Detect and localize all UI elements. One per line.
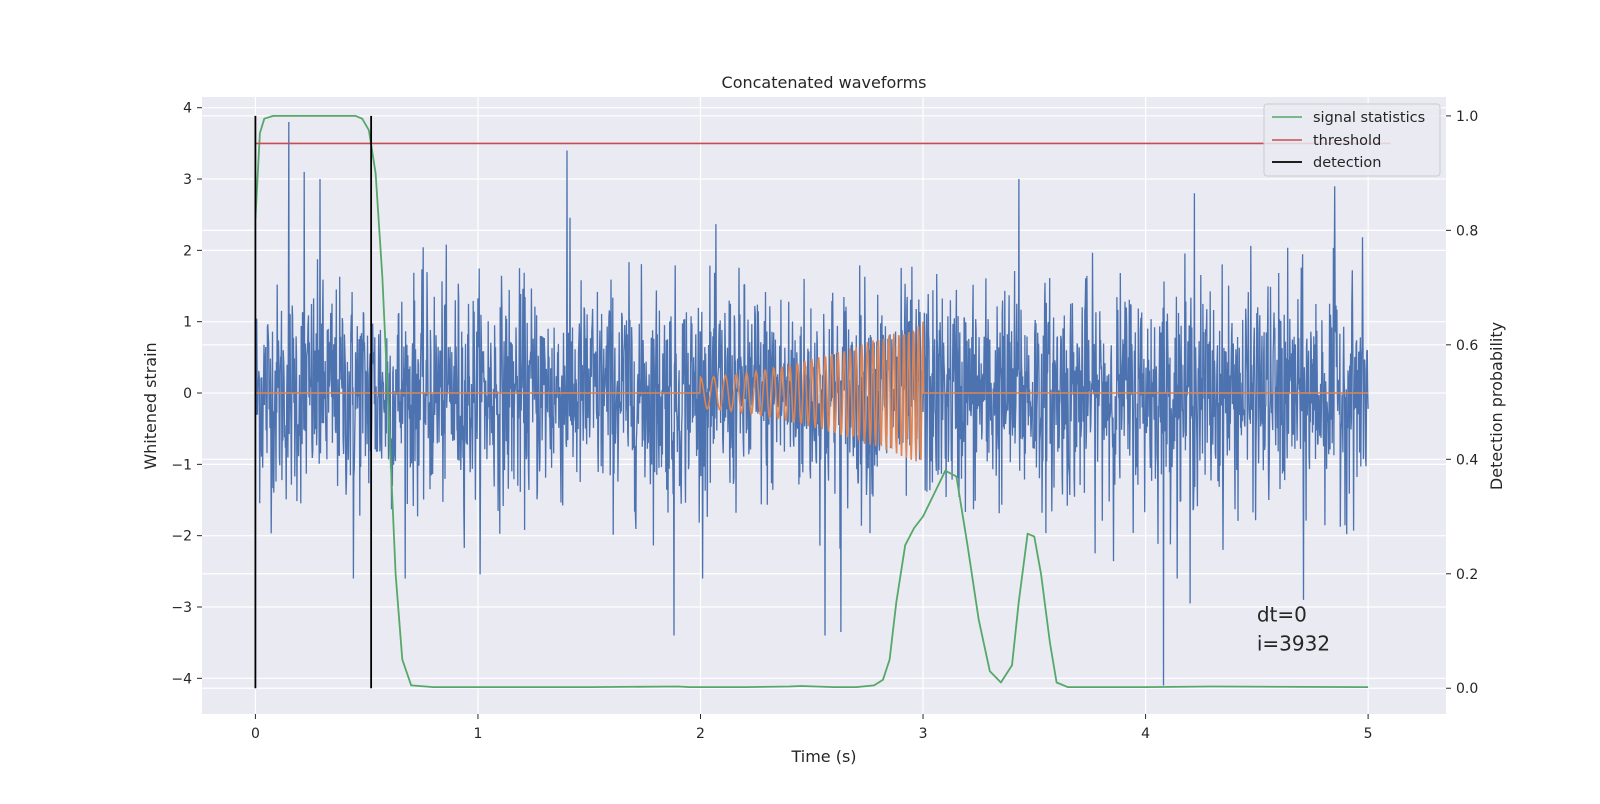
data-layer [254,115,1391,689]
y-tick-label-left: 2 [183,243,192,259]
y-tick-label-right: 1.0 [1456,109,1478,125]
y-axis-label-right: Detection probability [1487,322,1506,490]
legend: signal statistics threshold detection [1263,103,1441,177]
x-tick-label: 1 [473,726,482,742]
y-tick-label-left: 4 [183,101,192,117]
y-tick-label-right: 0.6 [1456,338,1478,354]
annotation-dt: dt=0 [1257,602,1307,626]
x-tick-label: 4 [1141,726,1150,742]
series-signal-statistics [254,115,1369,688]
y-tick-label-left: −4 [171,671,192,687]
series-whitened-strain [254,121,1369,686]
y-tick-label-right: 0.2 [1456,567,1478,583]
y-tick-label-right: 0.8 [1456,223,1478,239]
x-tick-label: 0 [251,726,260,742]
annotation-index: i=3932 [1257,631,1330,655]
y-tick-label-left: −3 [171,600,192,616]
y-tick-label-right: 0.0 [1456,681,1478,697]
y-axis-label-left: Whitened strain [141,342,160,469]
legend-label-signal-statistics: signal statistics [1313,110,1425,126]
x-tick-label: 2 [696,726,705,742]
y-tick-label-left: −2 [171,529,192,545]
y-tick-label-right: 0.4 [1456,452,1478,468]
legend-label-detection: detection [1313,155,1381,171]
y-tick-label-left: 0 [183,386,192,402]
annotation: dt=0 i=3932 [1257,602,1330,655]
x-axis-label: Time (s) [790,747,856,766]
x-tick-label: 3 [919,726,928,742]
legend-label-threshold: threshold [1313,133,1381,149]
chart-title: Concatenated waveforms [722,73,927,92]
y-tick-label-left: −1 [171,457,192,473]
tick-layer: 0 1 2 3 4 5 −4 −3 −2 −1 0 1 2 3 4 0.0 0.2 0.4 0.6 0.8 1.0 [171,101,1478,742]
series-chirp-template [255,321,1369,462]
legend-box [1263,103,1441,177]
x-tick-label: 5 [1364,726,1373,742]
y-tick-label-left: 1 [183,315,192,331]
y-tick-label-left: 3 [183,172,192,188]
